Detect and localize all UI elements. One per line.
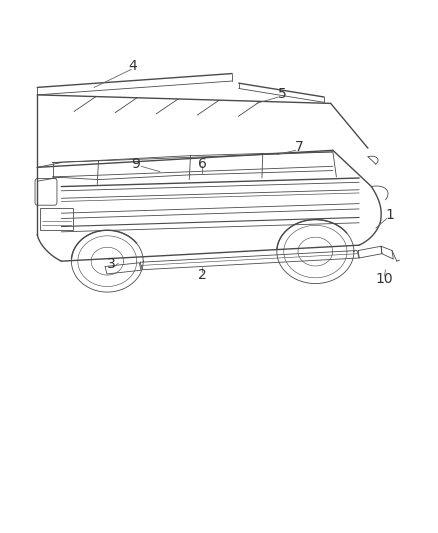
Text: 4: 4: [128, 59, 137, 73]
Text: 7: 7: [295, 140, 304, 154]
Text: 3: 3: [107, 257, 116, 271]
Text: 6: 6: [198, 157, 207, 171]
Text: 2: 2: [198, 268, 207, 282]
Text: 10: 10: [376, 272, 393, 286]
Bar: [40, 208, 73, 230]
Text: 1: 1: [385, 208, 394, 222]
Text: 5: 5: [278, 87, 286, 101]
Text: 9: 9: [131, 157, 140, 171]
